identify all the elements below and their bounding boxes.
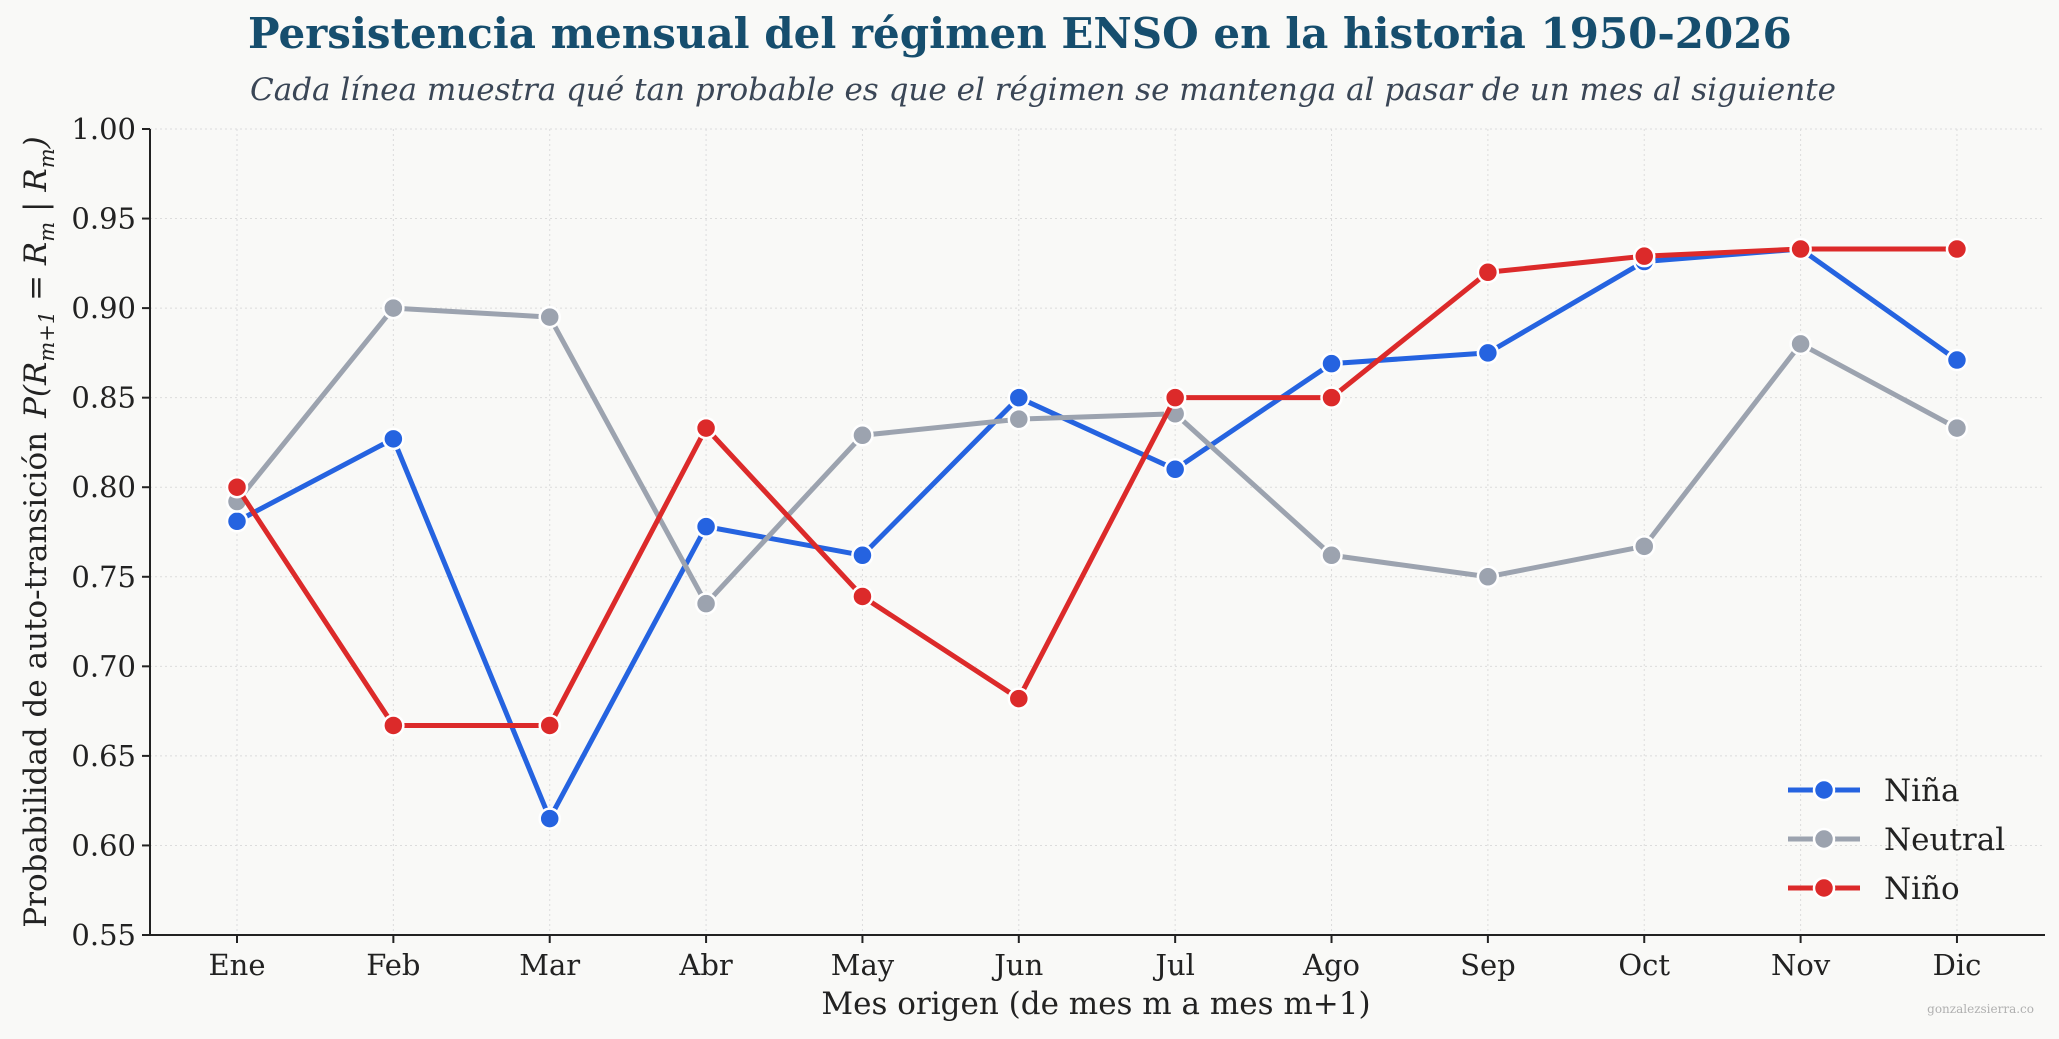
x-tick-label: Jul: [1152, 948, 1195, 982]
y-tick-label: 0.90: [71, 291, 136, 325]
watermark: gonzalezsierra.co: [1927, 1002, 2034, 1016]
data-point: [1945, 348, 1969, 372]
x-tick-label: May: [831, 948, 895, 982]
series-line: [235, 305, 1959, 607]
data-point: [1945, 416, 1969, 440]
series-1: [225, 237, 1969, 830]
grid-lines: [150, 128, 2045, 936]
x-tick-label: Sep: [1460, 948, 1516, 982]
x-tick-label: Abr: [678, 948, 733, 982]
x-tick-label: Ene: [208, 948, 265, 982]
y-axis-label-math: P(Rm+1 = Rm | Rm): [18, 136, 59, 419]
data-point: [851, 585, 874, 608]
data-point: [225, 475, 249, 499]
legend-label: Niño: [1884, 871, 1960, 907]
legend-label: Neutral: [1884, 822, 2005, 858]
y-tick-label: 0.60: [71, 828, 136, 862]
x-tick-label: Ago: [1302, 948, 1360, 982]
data-point: [538, 305, 561, 329]
data-point: [225, 510, 249, 533]
data-point: [694, 515, 718, 538]
y-tick-label: 0.70: [71, 649, 136, 683]
x-tick-label: Dic: [1933, 948, 1982, 982]
data-point: [1007, 407, 1031, 431]
x-tick-label: Feb: [366, 948, 420, 982]
data-point: [382, 296, 405, 320]
series-line: [234, 246, 1957, 728]
x-tick-label: Mar: [519, 948, 580, 982]
x-tick-label: Nov: [1771, 948, 1831, 982]
y-tick-label: 0.95: [71, 202, 136, 236]
data-point: [1945, 237, 1969, 261]
series-line: [235, 246, 1959, 822]
legend-item: Niña: [1788, 773, 1960, 809]
data-point: [1476, 341, 1500, 365]
data-point: [1476, 261, 1500, 284]
data-point: [1320, 386, 1343, 409]
y-tick-label: 0.85: [71, 381, 136, 415]
legend-item: Niño: [1788, 871, 1960, 907]
y-ticks: 0.55 0.60 0.65 0.70 0.75 0.80 0.85 0.90 0.95 1.00: [71, 112, 150, 952]
x-tick-label: Jun: [991, 948, 1043, 982]
legend: Niña Neutral Niño: [1788, 773, 2005, 907]
series-group: [225, 237, 1969, 830]
data-point: [1320, 352, 1343, 375]
data-point: [382, 714, 405, 737]
y-tick-label: 0.65: [71, 739, 136, 773]
data-point: [1163, 458, 1187, 481]
chart-title: Persistencia mensual del régimen ENSO en…: [248, 9, 1792, 58]
legend-item: Neutral: [1788, 822, 2005, 858]
data-point: [538, 714, 561, 737]
data-point: [1632, 244, 1656, 268]
data-point: [851, 424, 874, 447]
data-point: [694, 416, 718, 440]
series-3: [225, 237, 1969, 737]
legend-marker: [1812, 876, 1836, 900]
y-tick-label: 0.75: [71, 560, 136, 594]
legend-marker: [1812, 827, 1836, 851]
x-axis-label: Mes origen (de mes m a mes m+1): [821, 986, 1370, 1022]
x-tick-label: Oct: [1618, 948, 1670, 982]
data-point: [851, 544, 874, 567]
x-ticks: Ene Feb Mar Abr May Jun Jul Ago Sep Oct Nov Dic: [208, 935, 1981, 982]
data-point: [1163, 386, 1187, 409]
svg-text:Probabilidad de auto-transició: Probabilidad de auto-transición P(Rm+1 = …: [18, 136, 59, 927]
legend-label: Niña: [1884, 773, 1960, 809]
data-point: [1789, 237, 1812, 261]
data-point: [1320, 544, 1343, 567]
y-tick-label: 1.00: [71, 112, 136, 146]
legend-marker: [1812, 778, 1836, 802]
data-point: [382, 427, 405, 451]
data-point: [1476, 565, 1500, 589]
data-point: [1007, 687, 1031, 710]
axes: [149, 129, 2045, 936]
data-point: [1007, 386, 1031, 409]
data-point: [538, 807, 561, 830]
y-axis-label-text: Probabilidad de auto-transición: [18, 432, 54, 928]
y-tick-label: 0.80: [71, 470, 136, 504]
data-point: [1632, 535, 1656, 558]
series-2: [225, 296, 1969, 615]
data-point: [694, 592, 718, 615]
y-tick-label: 0.55: [71, 918, 136, 952]
y-axis-label: Probabilidad de auto-transición P(Rm+1 = …: [18, 136, 59, 927]
data-point: [1789, 332, 1812, 356]
chart-subtitle: Cada línea muestra qué tan probable es q…: [250, 72, 1836, 108]
